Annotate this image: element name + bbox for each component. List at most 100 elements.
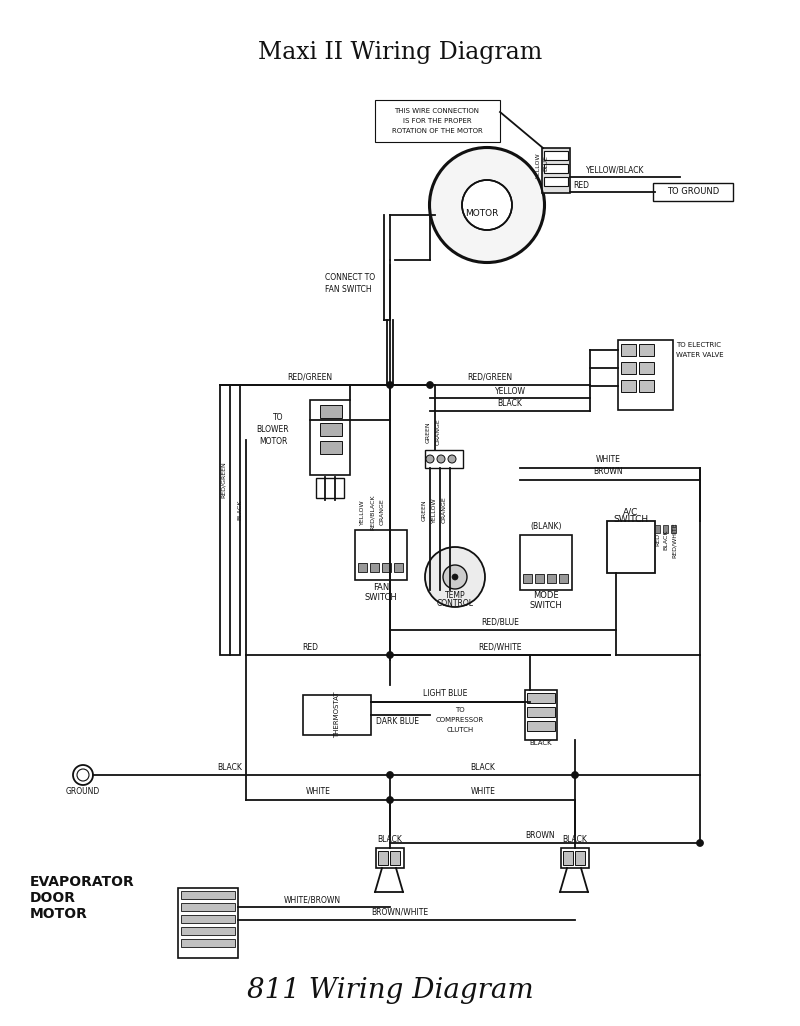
Text: BLACK: BLACK <box>378 835 402 844</box>
Bar <box>618 340 673 410</box>
Bar <box>639 344 654 356</box>
Circle shape <box>425 547 485 607</box>
Bar <box>544 164 568 173</box>
Text: SWITCH: SWITCH <box>614 515 649 524</box>
Text: TEMP: TEMP <box>445 591 466 599</box>
Bar <box>181 903 235 911</box>
Text: ORANGE: ORANGE <box>379 499 385 525</box>
Text: GREEN: GREEN <box>422 500 426 521</box>
Text: RED: RED <box>302 642 318 652</box>
Text: WHITE/BROWN: WHITE/BROWN <box>283 896 341 905</box>
Text: (BLANK): (BLANK) <box>530 521 562 530</box>
Text: RED/BLUE: RED/BLUE <box>481 618 519 627</box>
Text: RED/GREEN: RED/GREEN <box>287 372 333 382</box>
Text: BLACK: BLACK <box>530 740 552 746</box>
Bar <box>358 563 367 573</box>
Bar <box>563 851 573 865</box>
Bar <box>559 574 568 583</box>
Bar <box>621 362 636 374</box>
Text: RED: RED <box>573 182 589 191</box>
Bar <box>653 183 733 201</box>
Text: BLACK: BLACK <box>470 762 495 772</box>
Circle shape <box>443 565 467 589</box>
Bar <box>547 574 556 583</box>
Bar <box>355 530 407 580</box>
Bar <box>390 851 400 865</box>
Bar <box>525 690 557 740</box>
Text: BLUE: BLUE <box>543 155 549 171</box>
Text: ORANGE: ORANGE <box>442 497 446 523</box>
Text: EVAPORATOR: EVAPORATOR <box>30 875 134 889</box>
Circle shape <box>73 765 93 785</box>
Text: CLUTCH: CLUTCH <box>446 727 474 733</box>
Circle shape <box>697 839 703 846</box>
Text: YELLOW: YELLOW <box>359 500 365 525</box>
Bar <box>621 380 636 392</box>
Text: WHITE: WHITE <box>470 788 495 796</box>
Bar <box>639 362 654 374</box>
Text: BLACK: BLACK <box>562 835 587 844</box>
Text: RED/GREEN: RED/GREEN <box>221 462 226 499</box>
Text: YELLOW: YELLOW <box>494 387 526 395</box>
Text: WHITE: WHITE <box>306 788 330 796</box>
Bar <box>375 100 500 142</box>
Bar <box>181 928 235 935</box>
Bar <box>663 525 668 532</box>
Bar <box>181 891 235 899</box>
Bar <box>544 177 568 186</box>
Bar <box>394 563 403 573</box>
Text: A/C: A/C <box>623 508 638 516</box>
Text: SWITCH: SWITCH <box>530 601 562 610</box>
Text: TO: TO <box>455 707 465 713</box>
Circle shape <box>386 796 394 803</box>
Bar <box>316 478 344 498</box>
Bar <box>178 887 238 958</box>
Bar <box>425 450 463 468</box>
Text: THIS WIRE CONNECTION: THIS WIRE CONNECTION <box>394 108 479 114</box>
Bar <box>523 574 532 583</box>
Bar <box>382 563 391 573</box>
Bar <box>320 441 342 453</box>
Circle shape <box>386 382 394 389</box>
Bar <box>370 563 379 573</box>
Bar <box>527 693 555 703</box>
Text: DOOR: DOOR <box>30 891 76 905</box>
Text: RED/BLACK: RED/BLACK <box>370 495 374 529</box>
Text: MOTOR: MOTOR <box>30 907 88 921</box>
Text: RED/WHITE: RED/WHITE <box>671 522 677 558</box>
Text: Maxi II Wiring Diagram: Maxi II Wiring Diagram <box>258 40 542 64</box>
Bar <box>621 344 636 356</box>
Bar <box>376 849 404 868</box>
Bar <box>527 721 555 731</box>
Text: BROWN: BROWN <box>525 830 555 839</box>
Circle shape <box>448 455 456 463</box>
Text: MOTOR: MOTOR <box>466 208 498 218</box>
Bar <box>671 525 676 532</box>
Bar <box>320 405 342 418</box>
Text: GROUND: GROUND <box>66 788 100 796</box>
Text: CONTROL: CONTROL <box>437 599 474 608</box>
Bar <box>639 380 654 392</box>
Text: DARK BLUE: DARK BLUE <box>377 717 419 726</box>
Circle shape <box>77 770 89 781</box>
Text: TO: TO <box>273 413 283 423</box>
Text: CONNECT TO: CONNECT TO <box>325 274 375 282</box>
Text: MOTOR: MOTOR <box>259 437 287 446</box>
Text: MODE: MODE <box>533 592 559 600</box>
Text: SWITCH: SWITCH <box>365 593 398 602</box>
Circle shape <box>386 652 394 659</box>
Text: WHITE: WHITE <box>595 456 621 465</box>
Text: TO GROUND: TO GROUND <box>667 188 719 197</box>
Bar <box>320 423 342 436</box>
Bar <box>561 849 589 868</box>
Circle shape <box>452 574 458 580</box>
Bar <box>378 851 388 865</box>
Circle shape <box>429 147 545 263</box>
Circle shape <box>571 772 578 779</box>
Text: GREEN: GREEN <box>426 422 430 443</box>
Bar <box>535 574 544 583</box>
Text: BLACK: BLACK <box>498 399 522 408</box>
Bar <box>655 525 660 532</box>
Text: YELLOW: YELLOW <box>535 152 541 177</box>
Text: ROTATION OF THE MOTOR: ROTATION OF THE MOTOR <box>392 128 482 134</box>
